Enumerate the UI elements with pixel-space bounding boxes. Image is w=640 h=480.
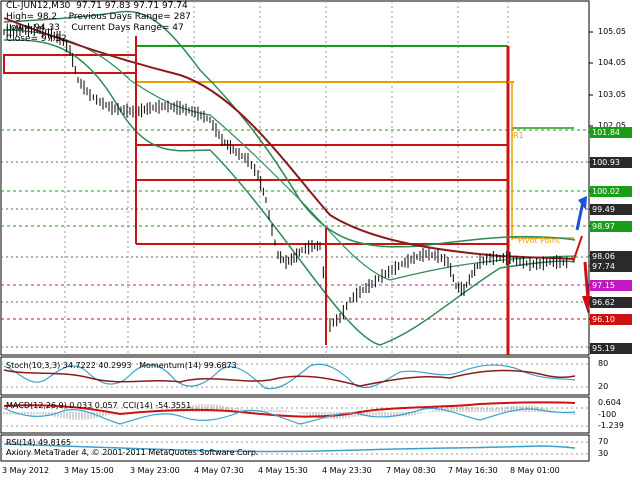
price-axis-label: 95.19 (590, 343, 632, 354)
rsi-line (1, 441, 589, 455)
high-line: High= 98.2 Previous Days Range= 287 (6, 12, 191, 22)
level-lines (1, 1, 589, 355)
stoch-axis-20: 20 (598, 382, 609, 391)
price-axis-label: 96.10 (590, 314, 632, 325)
price-axis-label: 98.06 (590, 251, 632, 262)
price-axis-label: 98.97 (590, 221, 632, 232)
symbol-info: CL-JUN12,M30 97.71 97.83 97.71 97.74 Hig… (6, 1, 191, 45)
middle-band (3, 29, 576, 281)
rsi-pane[interactable] (0, 434, 590, 462)
macd-axis-mid: -100 (598, 410, 617, 419)
macd-label: MACD(12,26,9) 0.033 0.057 CCI(14) -54.35… (6, 401, 192, 410)
time-axis-label: 4 May 23:30 (322, 466, 372, 475)
time-axis-label: 3 May 15:00 (64, 466, 114, 475)
price-bars (3, 23, 568, 332)
time-axis-label: 7 May 16:30 (448, 466, 498, 475)
r1-label: R1 (513, 131, 524, 140)
time-axis-label: 3 May 23:00 (130, 466, 180, 475)
ohlc-line: CL-JUN12,M30 97.71 97.83 97.71 97.74 (6, 1, 188, 11)
time-axis-label: 4 May 07:30 (194, 466, 244, 475)
stoch-lines (1, 363, 589, 390)
price-axis-label: 99.49 (590, 204, 632, 215)
macd-axis-top: 0.604 (598, 398, 621, 407)
price-axis-label: 97.74 (590, 261, 632, 272)
time-axis-label: 7 May 08:30 (386, 466, 436, 475)
main-pane[interactable] (0, 0, 590, 356)
copyright-label: Axiory MetaTrader 4, © 2001-2011 MetaQuo… (6, 448, 259, 457)
price-axis-label: 96.62 (590, 297, 632, 308)
rsi-axis-30: 30 (598, 449, 609, 458)
time-axis-label: 4 May 15:30 (258, 466, 308, 475)
price-axis-label: 104.05 (598, 58, 626, 67)
price-axis-label: 97.15 (590, 280, 632, 291)
price-axis-label: 103.05 (598, 90, 626, 99)
price-axis-label: 101.84 (590, 127, 632, 138)
price-axis-label: 100.93 (590, 157, 632, 168)
rsi-axis-70: 70 (598, 437, 609, 446)
close-line: Close= 97.52 (6, 34, 67, 44)
time-axis-label: 3 May 2012 (2, 466, 50, 475)
macd-axis-bottom: -1.239 (598, 421, 624, 430)
price-axis-label: 102.05 (598, 121, 626, 130)
macd-lines (1, 401, 589, 427)
upper-band (3, 10, 576, 248)
stoch-label: Stoch(10,3,3) 34.7222 40.2993 Momentum(1… (6, 361, 237, 370)
red-down-arrow (572, 235, 592, 314)
time-axis-label: 8 May 01:00 (510, 466, 560, 475)
stoch-axis-80: 80 (598, 359, 609, 368)
price-axis-label: 100.02 (590, 186, 632, 197)
blue-up-arrow (575, 196, 587, 231)
price-axis-label: 105.05 (598, 27, 626, 36)
pivot-label: Pivot Point (518, 236, 561, 245)
rsi-label: RSI(14) 49.8165 (6, 438, 72, 447)
low-line: Low= 94.33 Current Days Range= 47 (6, 23, 184, 33)
